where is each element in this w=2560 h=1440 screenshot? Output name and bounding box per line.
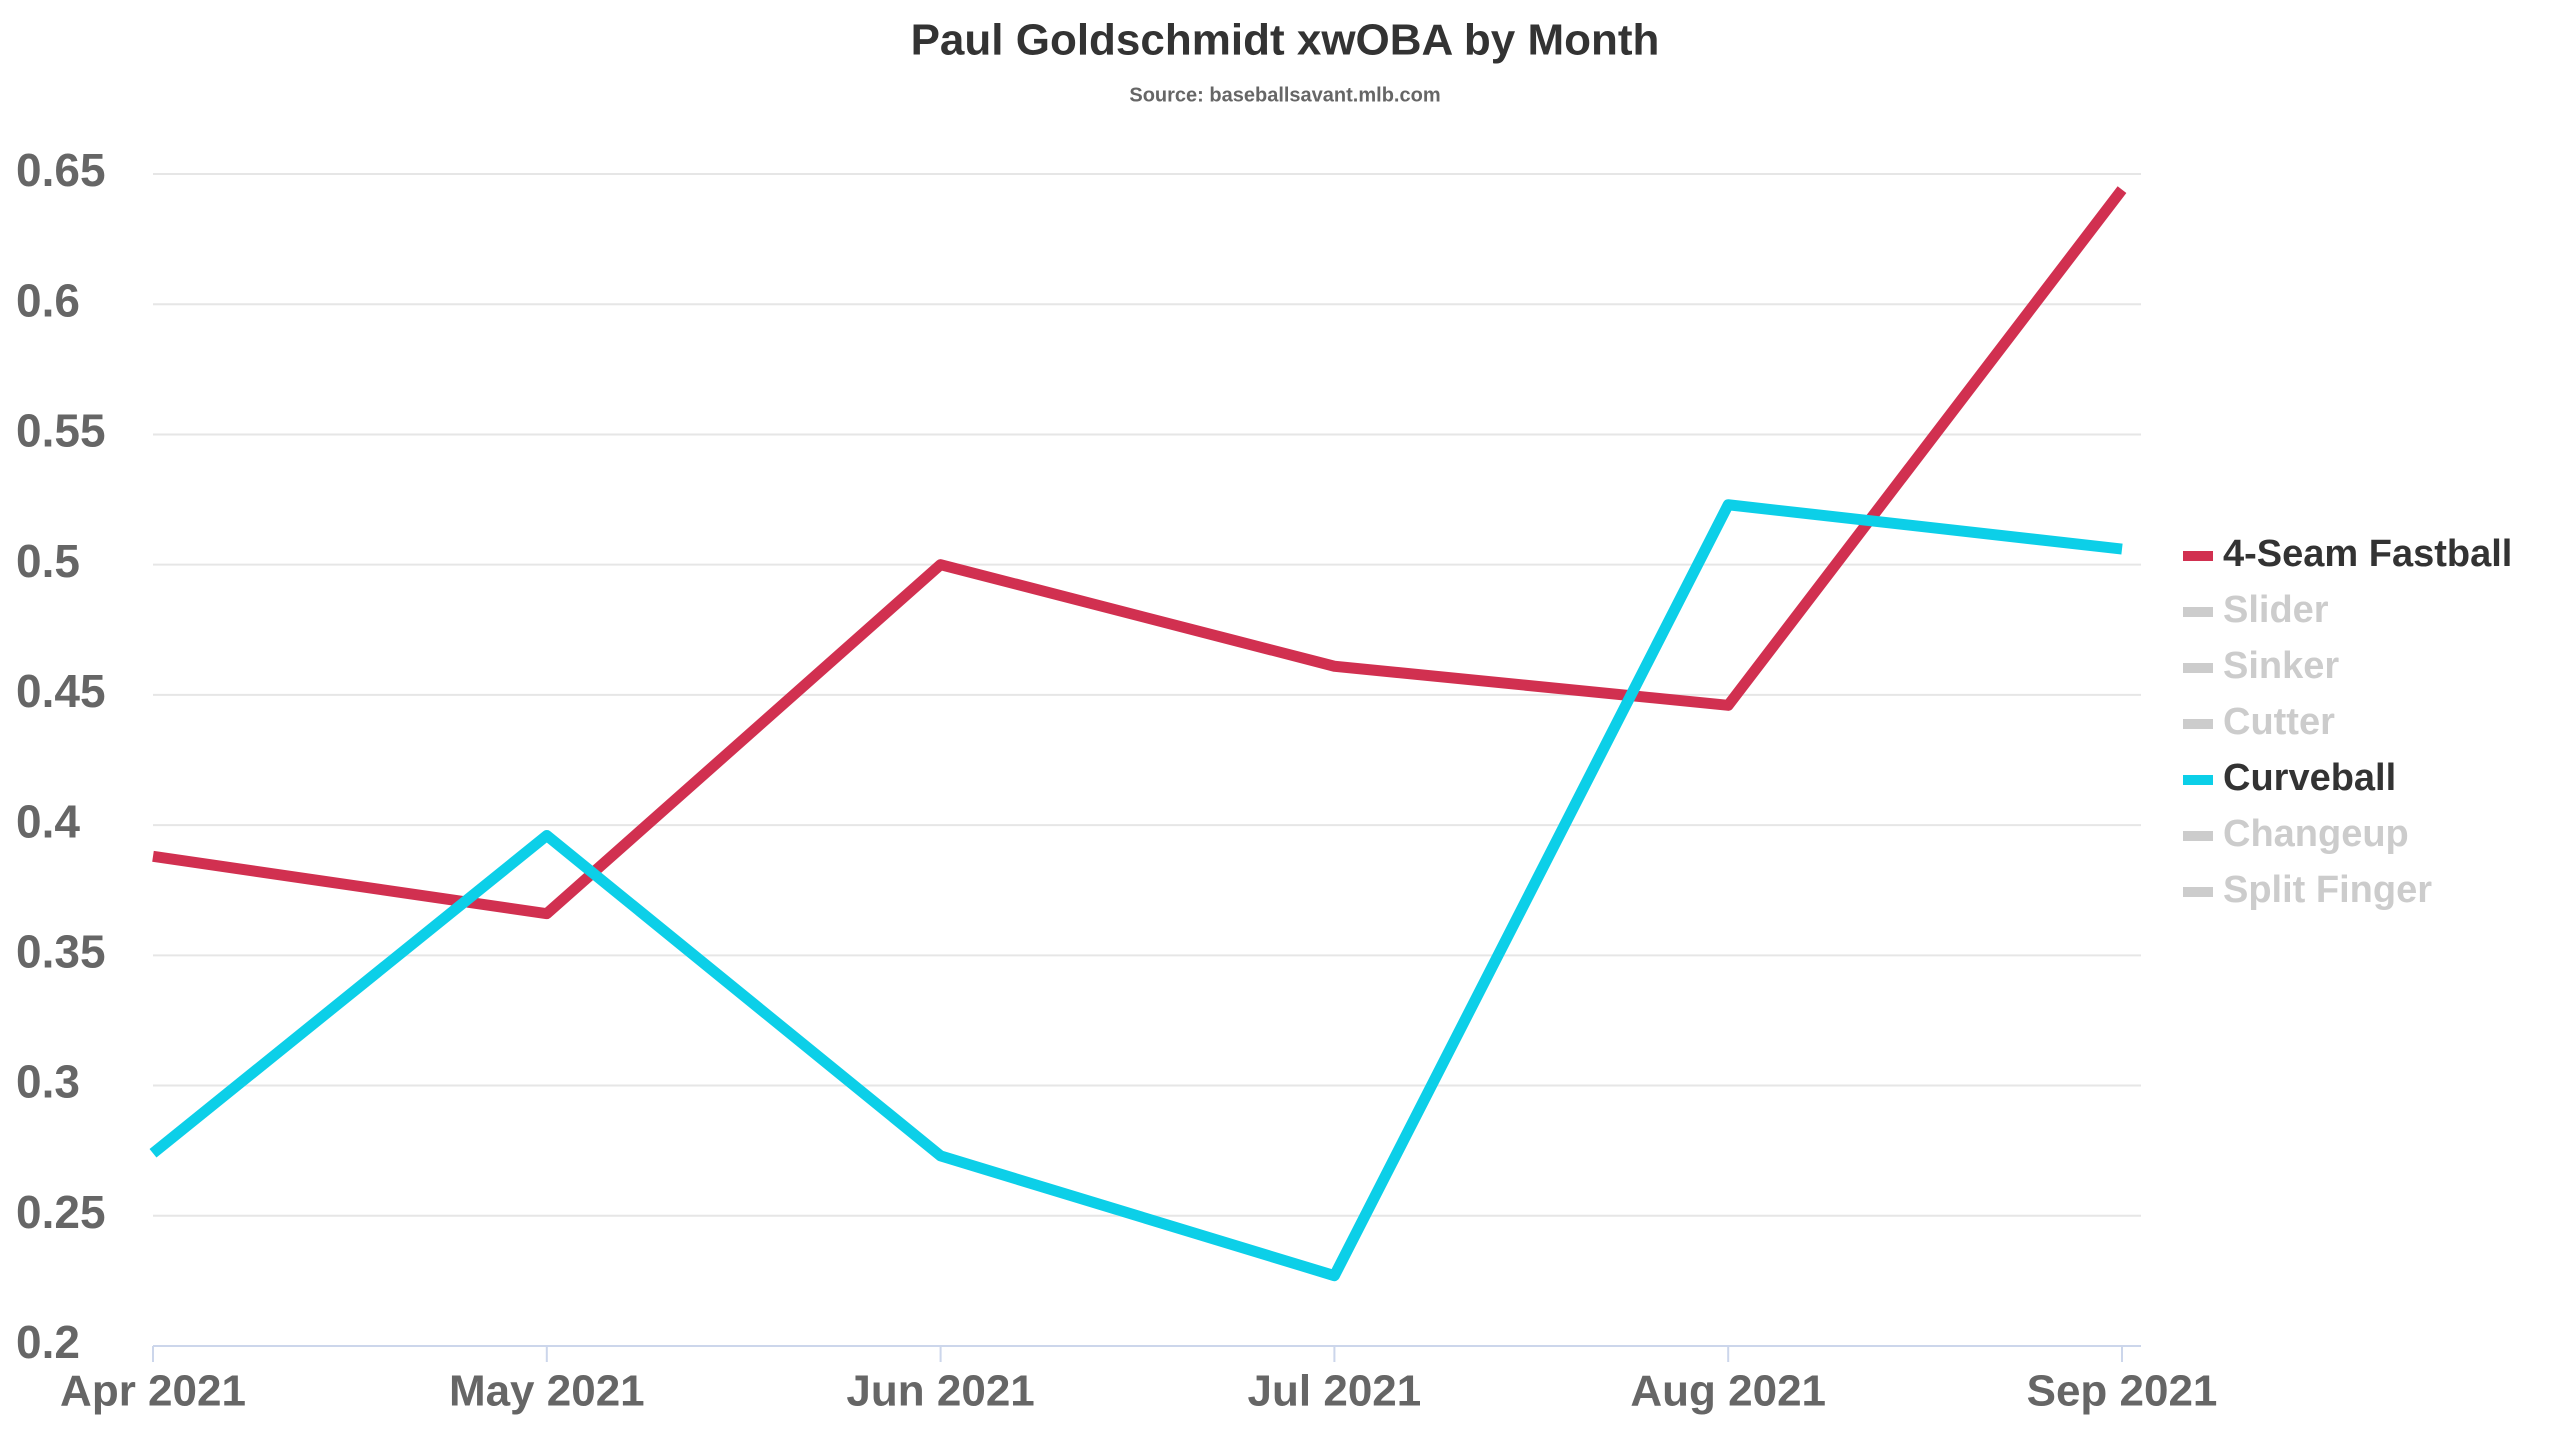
y-tick-label: 0.55 xyxy=(16,405,106,457)
chart-title: Paul Goldschmidt xwOBA by Month xyxy=(911,16,1660,65)
chart-subtitle: Source: baseballsavant.mlb.com xyxy=(1129,84,1440,106)
y-tick-label: 0.4 xyxy=(16,795,80,847)
x-tick-label: Aug 2021 xyxy=(1630,1367,1826,1416)
y-tick-label: 0.2 xyxy=(16,1316,80,1368)
y-tick-label: 0.25 xyxy=(16,1186,106,1238)
x-tick-label: Apr 2021 xyxy=(60,1367,246,1416)
legend-label: Split Finger xyxy=(2223,869,2432,911)
y-tick-label: 0.65 xyxy=(16,144,106,196)
y-tick-label: 0.3 xyxy=(16,1056,80,1108)
legend-label: 4-Seam Fastball xyxy=(2223,533,2512,575)
x-tick-label: Jun 2021 xyxy=(846,1367,1034,1416)
legend-label: Changeup xyxy=(2223,813,2409,855)
y-tick-label: 0.45 xyxy=(16,665,106,717)
legend-label: Slider xyxy=(2223,589,2329,631)
x-tick-label: Sep 2021 xyxy=(2027,1367,2218,1416)
y-tick-label: 0.6 xyxy=(16,274,80,326)
y-tick-label: 0.35 xyxy=(16,925,106,977)
y-tick-label: 0.5 xyxy=(16,535,80,587)
x-tick-label: May 2021 xyxy=(449,1367,645,1416)
x-tick-label: Jul 2021 xyxy=(1248,1367,1422,1416)
series-line xyxy=(152,186,2127,920)
series-line xyxy=(149,499,2123,1282)
legend-label: Curveball xyxy=(2223,757,2396,799)
legend-label: Cutter xyxy=(2223,701,2335,743)
legend-label: Sinker xyxy=(2223,645,2339,687)
